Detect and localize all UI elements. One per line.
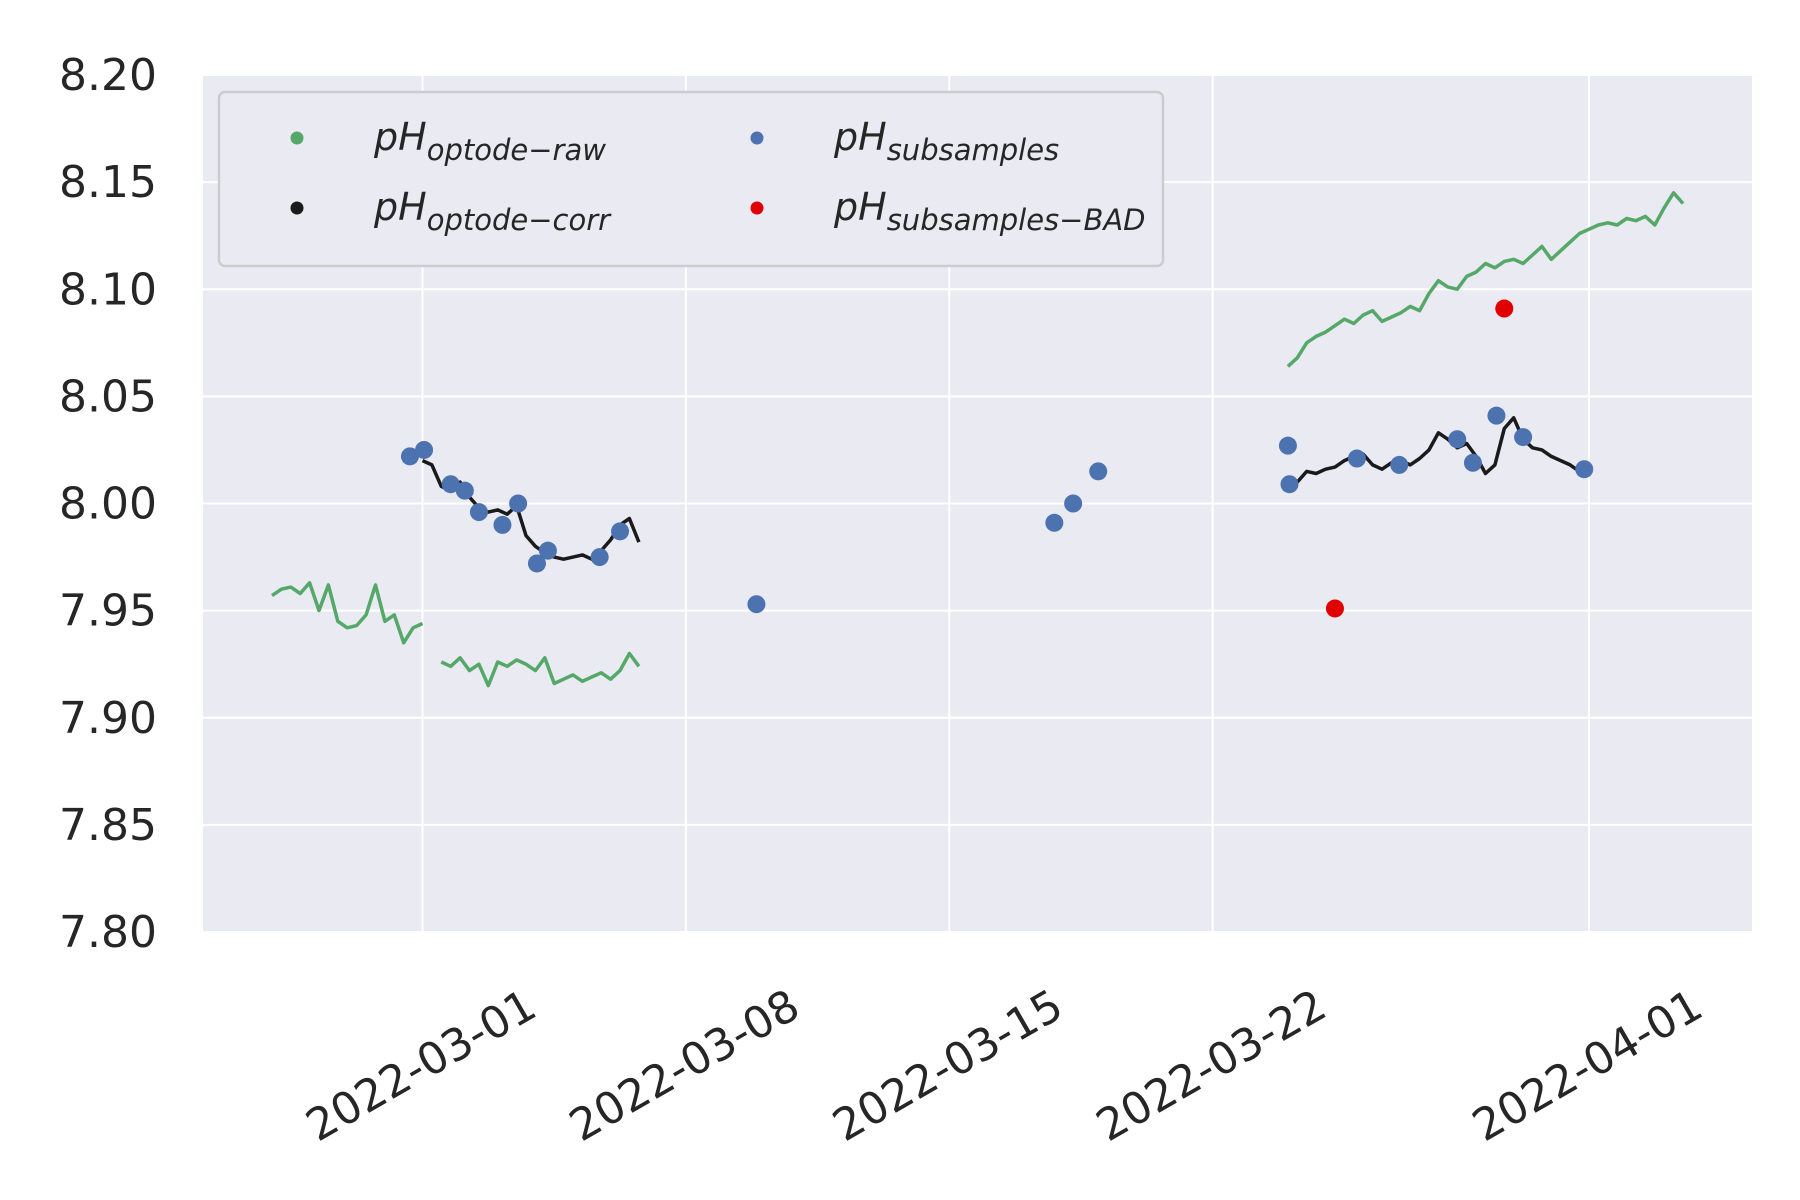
legend-subscript: subsamples [887,133,1059,167]
data-point [1347,449,1366,468]
data-point [1089,462,1108,481]
data-point [1064,494,1083,513]
data-point [469,503,488,522]
data-point [611,522,630,541]
data-point [1448,430,1467,449]
data-point [1390,455,1409,474]
data-line [271,191,1685,688]
legend-label: pHoptode−raw [373,115,606,167]
data-point [415,440,434,459]
legend-marker [290,201,304,215]
data-point [747,595,766,614]
legend-label: pHoptode−corr [373,185,612,237]
data-point [1325,599,1344,618]
x-tick-label: 2022-04-01 [1464,980,1711,1152]
data-point [455,481,474,500]
data-point [1045,513,1064,532]
data-point [590,548,609,567]
y-tick-label: 8.05 [59,371,157,422]
data-point [441,475,460,494]
legend-marker [750,201,764,215]
data-point [1278,436,1297,455]
x-tick-label: 2022-03-08 [561,980,808,1152]
y-tick-label: 8.10 [59,264,157,315]
data-point [509,494,528,513]
data-point [527,554,546,573]
legend-name: pH [373,115,427,159]
data-point [1280,475,1299,494]
legend-label: pHsubsamples−BAD [833,185,1146,237]
legend-box [217,90,1165,268]
y-tick-label: 8.00 [59,479,157,530]
data-point [538,541,557,560]
x-tick-label: 2022-03-01 [298,980,545,1152]
data-point [1487,406,1506,425]
data-point [1463,453,1482,472]
legend-marker [290,131,304,145]
legend-name: pH [373,185,427,229]
data-point [1495,299,1514,318]
legend-marker [750,131,764,145]
y-tick-label: 7.85 [59,800,157,851]
y-tick-label: 7.95 [59,586,157,637]
legend-subscript: optode−raw [427,133,607,167]
x-tick-label: 2022-03-15 [825,980,1072,1152]
data-point [1575,460,1594,479]
legend-subscript: subsamples−BAD [887,203,1146,237]
data-point [493,515,512,534]
y-tick-label: 8.20 [59,50,157,101]
legend-label: pHsubsamples [833,115,1059,167]
x-tick-label: 2022-03-22 [1088,980,1335,1152]
legend-name: pH [833,185,887,229]
y-tick-label: 7.90 [59,693,157,744]
data-point [400,447,419,466]
legend-subscript: optode−corr [427,203,612,237]
y-tick-label: 7.80 [59,907,157,958]
y-tick-label: 8.15 [59,157,157,208]
legend-name: pH [833,115,887,159]
data-point [1514,428,1533,447]
